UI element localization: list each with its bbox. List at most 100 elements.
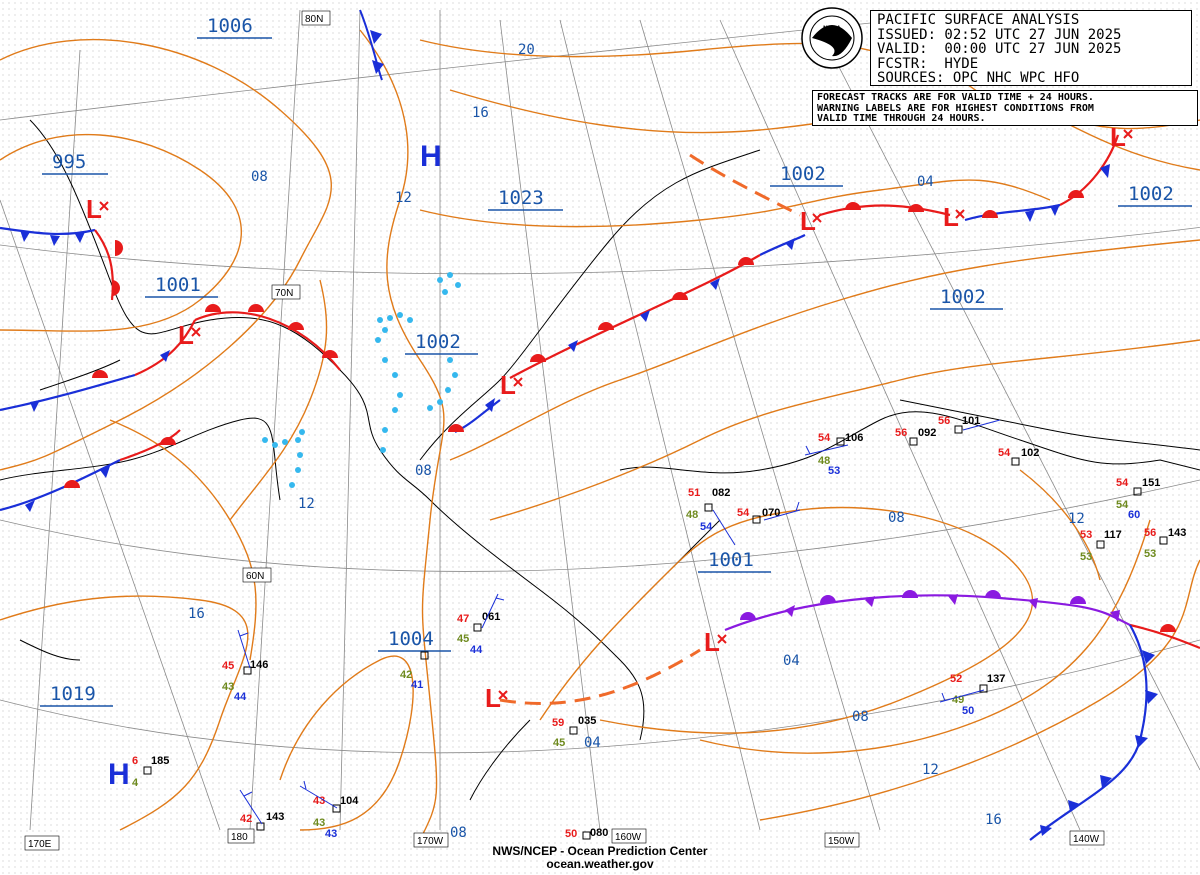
svg-text:43: 43 — [222, 681, 234, 693]
high-center-pacific: H — [108, 758, 130, 791]
low-center-5: L — [943, 202, 959, 232]
issued-time: ISSUED: 02:52 UTC 27 JUN 2025 — [877, 26, 1122, 43]
warm-front-east-c — [1059, 134, 1120, 206]
svg-text:070: 070 — [762, 507, 780, 519]
forecast-note-box: FORECAST TRACKS ARE FOR VALID TIME + 24 … — [812, 90, 1198, 126]
svg-text:50: 50 — [962, 705, 974, 717]
svg-text:185: 185 — [151, 755, 169, 767]
station-151: 54 151 54 60 — [1116, 477, 1160, 521]
svg-text:59: 59 — [552, 717, 564, 729]
pressure-label-1002-east: 1002 — [1128, 183, 1174, 205]
svg-text:NOAA: NOAA — [823, 26, 841, 32]
svg-text:47: 47 — [457, 613, 469, 625]
station-near-1004: 42 41 — [400, 651, 429, 691]
pressure-label-1006: 1006 — [207, 15, 253, 37]
chart-title: PACIFIC SURFACE ANALYSIS — [877, 12, 1080, 28]
svg-text:51: 51 — [688, 487, 700, 499]
footer: NWS/NCEP - Ocean Prediction Center ocean… — [420, 845, 780, 871]
lat-label-70n: 70N — [275, 288, 293, 299]
valid-time: VALID: 00:00 UTC 27 JUN 2025 — [877, 41, 1122, 57]
svg-text:60: 60 — [1128, 509, 1140, 521]
svg-text:12: 12 — [922, 762, 939, 778]
svg-text:42: 42 — [400, 669, 412, 681]
svg-text:12: 12 — [395, 190, 412, 206]
svg-text:16: 16 — [188, 606, 205, 622]
svg-text:49: 49 — [952, 694, 964, 706]
low-center-1: L — [86, 194, 102, 224]
svg-text:48: 48 — [686, 509, 698, 521]
front-symbols — [20, 30, 1176, 836]
low-x-marks — [99, 129, 1133, 700]
low-center-3: L — [500, 370, 516, 400]
svg-text:54: 54 — [1116, 477, 1129, 489]
svg-text:12: 12 — [298, 496, 315, 512]
wind-barbs — [237, 419, 1001, 825]
pressure-label-1001-gulf: 1001 — [708, 549, 754, 571]
svg-text:080: 080 — [590, 827, 608, 839]
pressure-label-1004: 1004 — [388, 628, 434, 650]
chart-info-box: PACIFIC SURFACE ANALYSIS ISSUED: 02:52 U… — [870, 10, 1192, 86]
low-center-7: L — [704, 627, 720, 657]
svg-text:04: 04 — [783, 653, 800, 669]
station-137: 52 137 49 50 — [950, 673, 1005, 717]
svg-text:08: 08 — [888, 510, 905, 526]
station-plots: 54 106 48 53 56 101 56 092 54 102 51 082… — [132, 415, 1186, 840]
station-143-pacific: 42 143 — [240, 811, 284, 831]
high-pressure-centers: H H — [108, 140, 442, 791]
cold-front-arctic-a — [0, 373, 136, 412]
svg-text:45: 45 — [553, 737, 565, 749]
svg-text:106: 106 — [845, 432, 863, 444]
svg-text:54: 54 — [998, 447, 1011, 459]
station-117: 53 117 53 — [1080, 529, 1122, 563]
pressure-label-1019: 1019 — [50, 683, 96, 705]
low-center-6: L — [1110, 122, 1126, 152]
svg-text:4: 4 — [132, 777, 139, 789]
pressure-label-1023: 1023 — [498, 187, 544, 209]
noaa-logo: NOAA — [801, 7, 863, 69]
pressure-label-995: 995 — [52, 151, 86, 173]
warm-front-arctic-a — [134, 319, 196, 377]
svg-text:151: 151 — [1142, 477, 1160, 489]
svg-text:04: 04 — [917, 174, 934, 190]
warm-front-gulf — [1129, 623, 1200, 650]
svg-text:54: 54 — [737, 507, 750, 519]
note-line: WARNING LABELS ARE FOR HIGHEST CONDITION… — [817, 102, 1094, 114]
svg-text:44: 44 — [470, 644, 483, 656]
station-035: 59 035 45 — [552, 715, 596, 749]
svg-text:16: 16 — [472, 105, 489, 121]
svg-text:50: 50 — [565, 828, 577, 840]
low-center-8: L — [485, 683, 501, 713]
station-143-gulf: 56 143 53 — [1144, 527, 1186, 560]
pressure-label-1002-north: 1002 — [780, 163, 826, 185]
footer-url[interactable]: ocean.weather.gov — [546, 857, 654, 871]
station-146: 45 146 43 44 — [222, 659, 268, 703]
svg-text:082: 082 — [712, 487, 730, 499]
svg-text:48: 48 — [818, 455, 830, 467]
lon-label-140w: 140W — [1073, 834, 1100, 845]
lon-label-160w: 160W — [615, 832, 642, 843]
pressure-labels: 1006 995 1023 1001 1002 1002 1002 1002 1… — [40, 15, 1192, 707]
svg-text:035: 035 — [578, 715, 596, 727]
svg-text:41: 41 — [411, 679, 423, 691]
svg-text:54: 54 — [700, 521, 713, 533]
svg-text:56: 56 — [938, 415, 950, 427]
svg-text:08: 08 — [415, 463, 432, 479]
lon-label-150w: 150W — [828, 836, 855, 847]
station-185: 6 185 4 — [132, 755, 169, 789]
low-center-4: L — [800, 206, 816, 236]
station-082: 51 082 48 54 — [686, 487, 730, 533]
svg-text:143: 143 — [266, 811, 284, 823]
lon-label-170e: 170E — [28, 839, 52, 850]
pressure-label-1001-west: 1001 — [155, 274, 201, 296]
svg-text:143: 143 — [1168, 527, 1186, 539]
svg-text:43: 43 — [325, 828, 337, 840]
svg-text:54: 54 — [818, 432, 831, 444]
high-center-arctic: H — [420, 140, 442, 173]
svg-text:104: 104 — [340, 795, 359, 807]
ice-edge-dots — [262, 272, 461, 488]
svg-text:54: 54 — [1116, 499, 1129, 511]
cold-front-north — [359, 9, 383, 81]
lat-label-60n: 60N — [246, 571, 264, 582]
svg-text:102: 102 — [1021, 447, 1039, 459]
